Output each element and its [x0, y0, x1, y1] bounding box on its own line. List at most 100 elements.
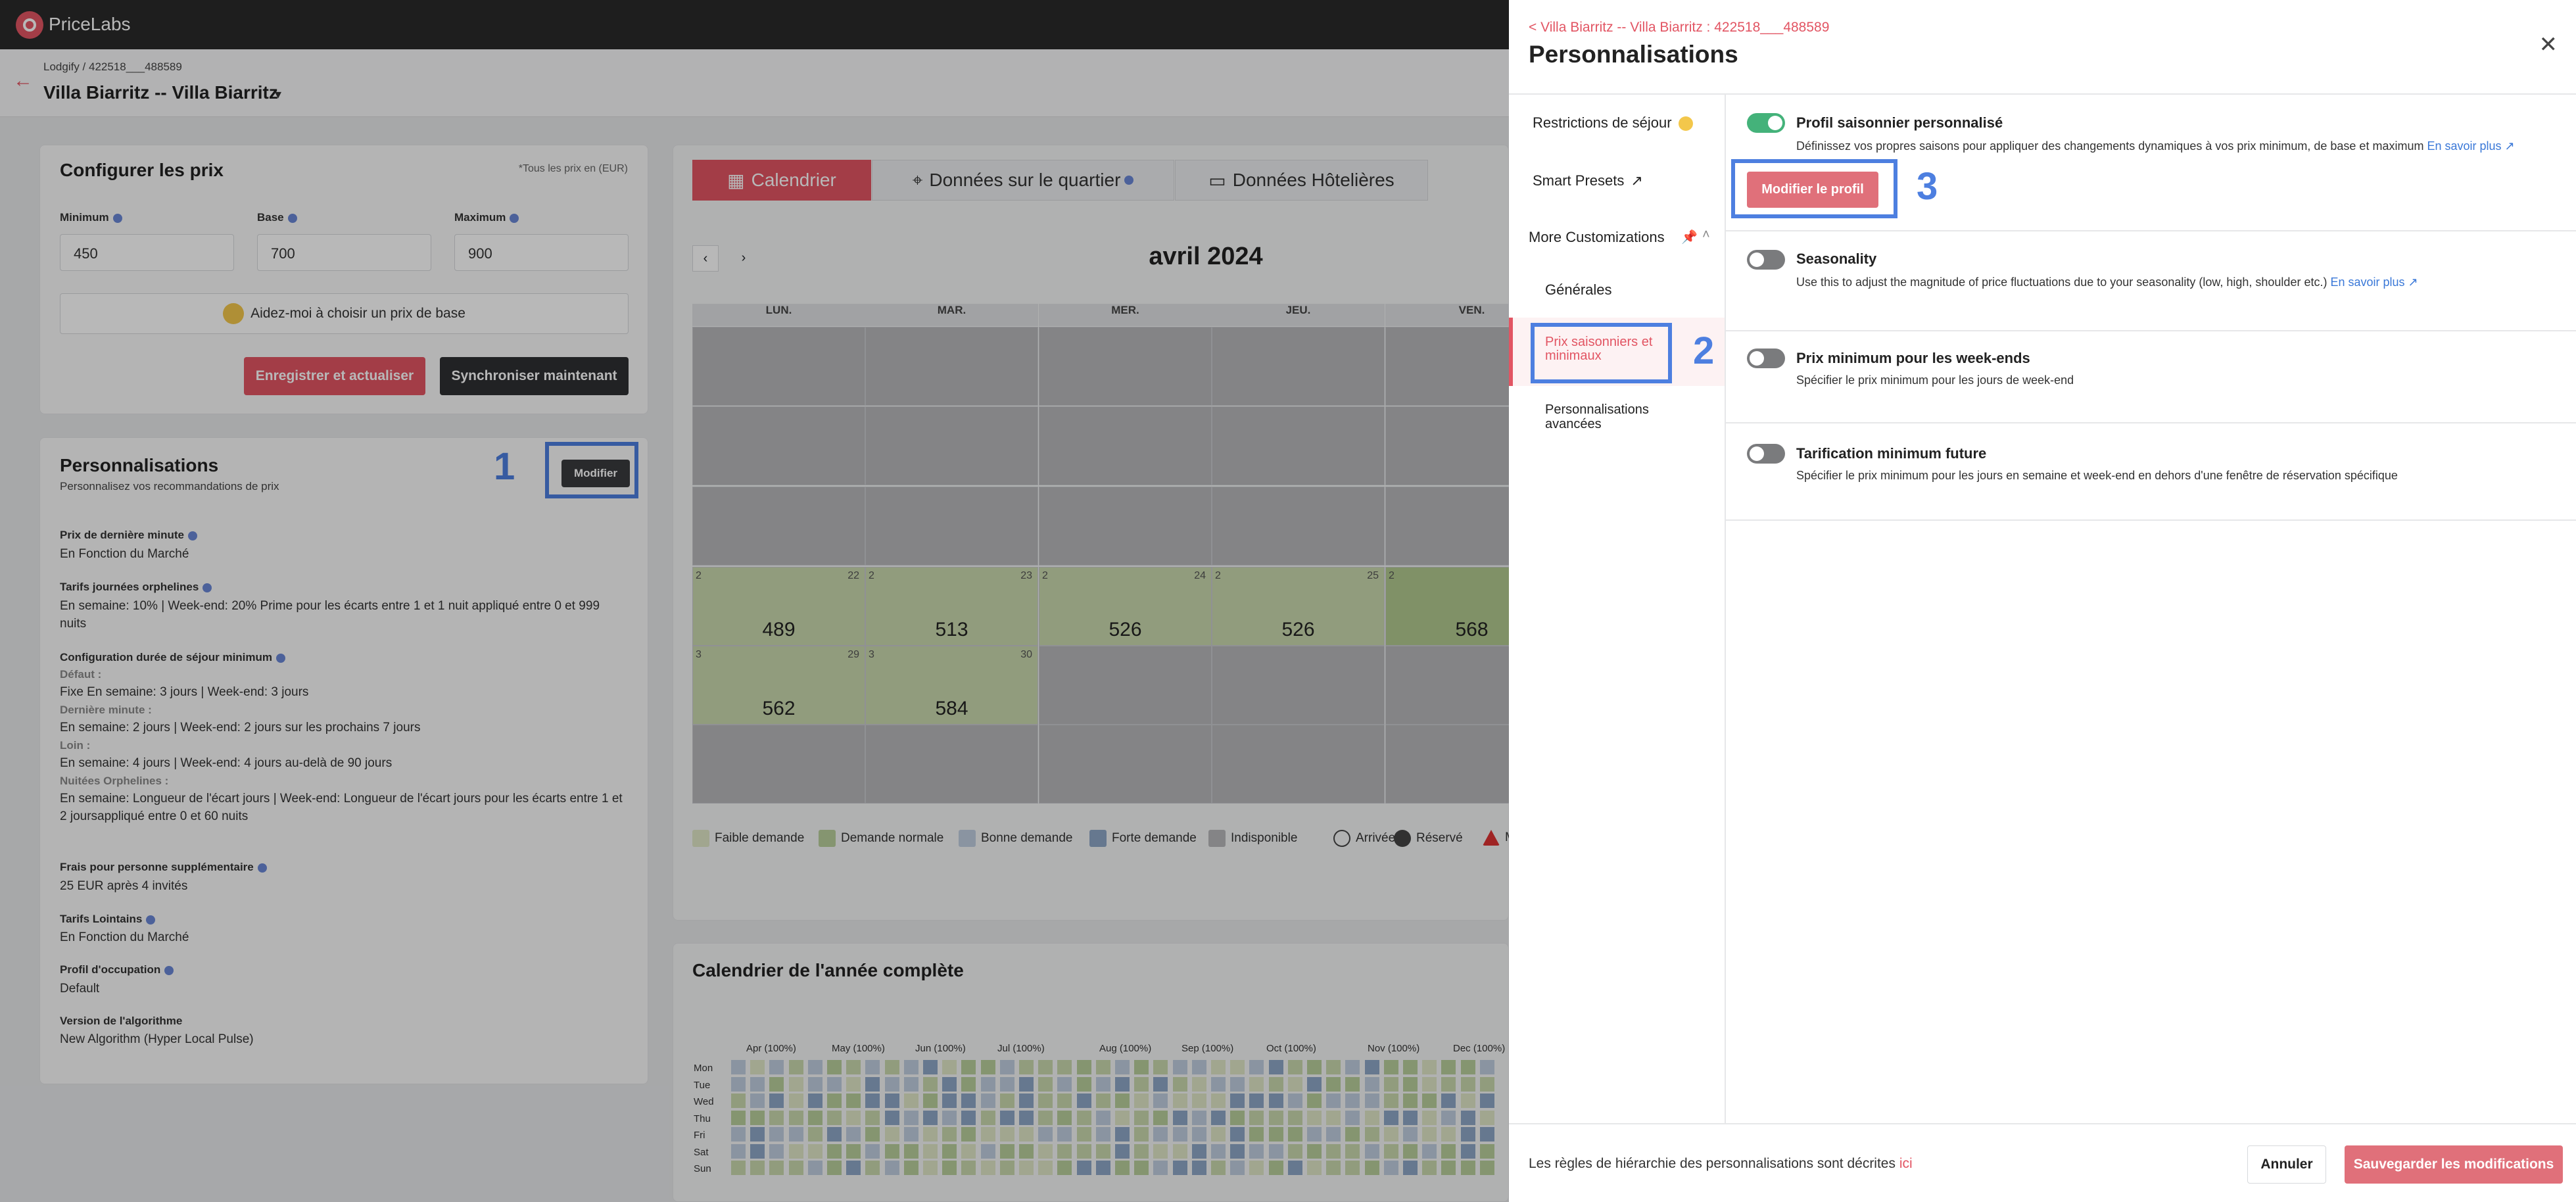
base-price-input[interactable]: 700	[257, 234, 431, 271]
year-day-cell[interactable]	[807, 1060, 823, 1074]
year-day-cell[interactable]	[999, 1143, 1014, 1159]
custom-seasonal-profile-toggle[interactable]	[1747, 113, 1785, 133]
year-day-cell[interactable]	[884, 1127, 899, 1142]
year-day-cell[interactable]	[827, 1127, 842, 1142]
year-day-cell[interactable]	[1153, 1110, 1168, 1125]
year-day-cell[interactable]	[1038, 1143, 1053, 1159]
year-day-cell[interactable]	[807, 1094, 823, 1108]
save-and-refresh-button[interactable]: Enregistrer et actualiser	[244, 357, 425, 395]
year-day-cell[interactable]	[1364, 1161, 1379, 1175]
calendar-day-cell[interactable]: 2 23 513	[865, 567, 1038, 646]
year-day-cell[interactable]	[1326, 1110, 1341, 1125]
year-day-cell[interactable]	[903, 1127, 918, 1142]
year-day-cell[interactable]	[1134, 1143, 1149, 1159]
year-day-cell[interactable]	[1095, 1161, 1110, 1175]
year-day-cell[interactable]	[1211, 1060, 1226, 1074]
year-day-cell[interactable]	[1191, 1094, 1206, 1108]
year-day-cell[interactable]	[1441, 1094, 1456, 1108]
min-price-input[interactable]: 450	[60, 234, 234, 271]
year-day-cell[interactable]	[1422, 1076, 1437, 1092]
year-day-cell[interactable]	[769, 1161, 784, 1175]
year-day-cell[interactable]	[1249, 1094, 1264, 1108]
year-day-cell[interactable]	[807, 1161, 823, 1175]
year-day-cell[interactable]	[1460, 1076, 1475, 1092]
year-day-cell[interactable]	[1345, 1076, 1360, 1092]
year-day-cell[interactable]	[1115, 1094, 1130, 1108]
year-day-cell[interactable]	[1134, 1060, 1149, 1074]
year-day-cell[interactable]	[750, 1060, 765, 1074]
year-day-cell[interactable]	[1095, 1127, 1110, 1142]
year-day-cell[interactable]	[769, 1076, 784, 1092]
year-day-cell[interactable]	[942, 1094, 957, 1108]
year-day-cell[interactable]	[1479, 1127, 1494, 1142]
calendar-day-cell[interactable]	[1212, 327, 1385, 406]
year-day-cell[interactable]	[1230, 1094, 1245, 1108]
year-day-cell[interactable]	[923, 1110, 938, 1125]
year-day-cell[interactable]	[1287, 1076, 1302, 1092]
year-day-cell[interactable]	[1326, 1143, 1341, 1159]
year-day-cell[interactable]	[1230, 1076, 1245, 1092]
year-day-cell[interactable]	[942, 1110, 957, 1125]
year-day-cell[interactable]	[1345, 1094, 1360, 1108]
tab-hotel-data[interactable]: ▭ Données Hôtelières	[1175, 160, 1428, 201]
year-day-cell[interactable]	[1441, 1076, 1456, 1092]
year-day-cell[interactable]	[1019, 1143, 1034, 1159]
year-day-cell[interactable]	[1403, 1110, 1418, 1125]
year-day-cell[interactable]	[1172, 1094, 1187, 1108]
year-day-cell[interactable]	[1211, 1127, 1226, 1142]
year-day-cell[interactable]	[923, 1060, 938, 1074]
year-day-cell[interactable]	[999, 1127, 1014, 1142]
year-day-cell[interactable]	[1403, 1060, 1418, 1074]
year-day-cell[interactable]	[903, 1060, 918, 1074]
year-day-cell[interactable]	[903, 1143, 918, 1159]
year-day-cell[interactable]	[884, 1110, 899, 1125]
year-day-cell[interactable]	[1019, 1094, 1034, 1108]
year-day-cell[interactable]	[1115, 1076, 1130, 1092]
year-day-cell[interactable]	[1038, 1110, 1053, 1125]
year-day-cell[interactable]	[865, 1060, 880, 1074]
year-day-cell[interactable]	[1153, 1161, 1168, 1175]
year-day-cell[interactable]	[903, 1076, 918, 1092]
year-day-cell[interactable]	[1134, 1161, 1149, 1175]
calendar-day-cell[interactable]	[1212, 646, 1385, 725]
year-day-cell[interactable]	[769, 1094, 784, 1108]
hierarchy-rules-link[interactable]: ici	[1899, 1156, 1913, 1171]
year-day-cell[interactable]	[731, 1060, 746, 1074]
year-day-cell[interactable]	[1268, 1127, 1283, 1142]
year-day-cell[interactable]	[1268, 1161, 1283, 1175]
year-day-cell[interactable]	[999, 1060, 1014, 1074]
year-day-cell[interactable]	[1403, 1094, 1418, 1108]
year-day-cell[interactable]	[1095, 1110, 1110, 1125]
year-day-cell[interactable]	[1479, 1161, 1494, 1175]
year-day-cell[interactable]	[1383, 1076, 1398, 1092]
year-day-cell[interactable]	[1172, 1110, 1187, 1125]
nav-seasonal-minimum[interactable]: Prix saisonniers et minimaux	[1545, 335, 1653, 363]
year-day-cell[interactable]	[1038, 1161, 1053, 1175]
year-day-cell[interactable]	[1191, 1143, 1206, 1159]
year-day-cell[interactable]	[827, 1094, 842, 1108]
year-day-cell[interactable]	[1134, 1076, 1149, 1092]
year-day-cell[interactable]	[827, 1060, 842, 1074]
year-day-cell[interactable]	[1249, 1060, 1264, 1074]
year-day-cell[interactable]	[1076, 1060, 1091, 1074]
year-day-cell[interactable]	[1268, 1110, 1283, 1125]
year-day-cell[interactable]	[1268, 1076, 1283, 1092]
year-day-cell[interactable]	[942, 1161, 957, 1175]
year-day-cell[interactable]	[980, 1161, 995, 1175]
year-day-cell[interactable]	[1326, 1060, 1341, 1074]
year-day-cell[interactable]	[1038, 1094, 1053, 1108]
year-day-cell[interactable]	[731, 1143, 746, 1159]
tab-neighborhood[interactable]: ⌖ Données sur le quartier	[872, 160, 1174, 201]
year-day-cell[interactable]	[884, 1161, 899, 1175]
year-day-cell[interactable]	[788, 1110, 803, 1125]
year-day-cell[interactable]	[1115, 1060, 1130, 1074]
calendar-day-cell[interactable]: 2 22 489	[692, 567, 865, 646]
year-day-cell[interactable]	[846, 1110, 861, 1125]
year-day-cell[interactable]	[1326, 1094, 1341, 1108]
year-day-cell[interactable]	[1230, 1060, 1245, 1074]
year-day-cell[interactable]	[1441, 1143, 1456, 1159]
year-day-cell[interactable]	[1095, 1094, 1110, 1108]
year-day-cell[interactable]	[1441, 1110, 1456, 1125]
year-day-cell[interactable]	[942, 1060, 957, 1074]
year-day-cell[interactable]	[923, 1161, 938, 1175]
